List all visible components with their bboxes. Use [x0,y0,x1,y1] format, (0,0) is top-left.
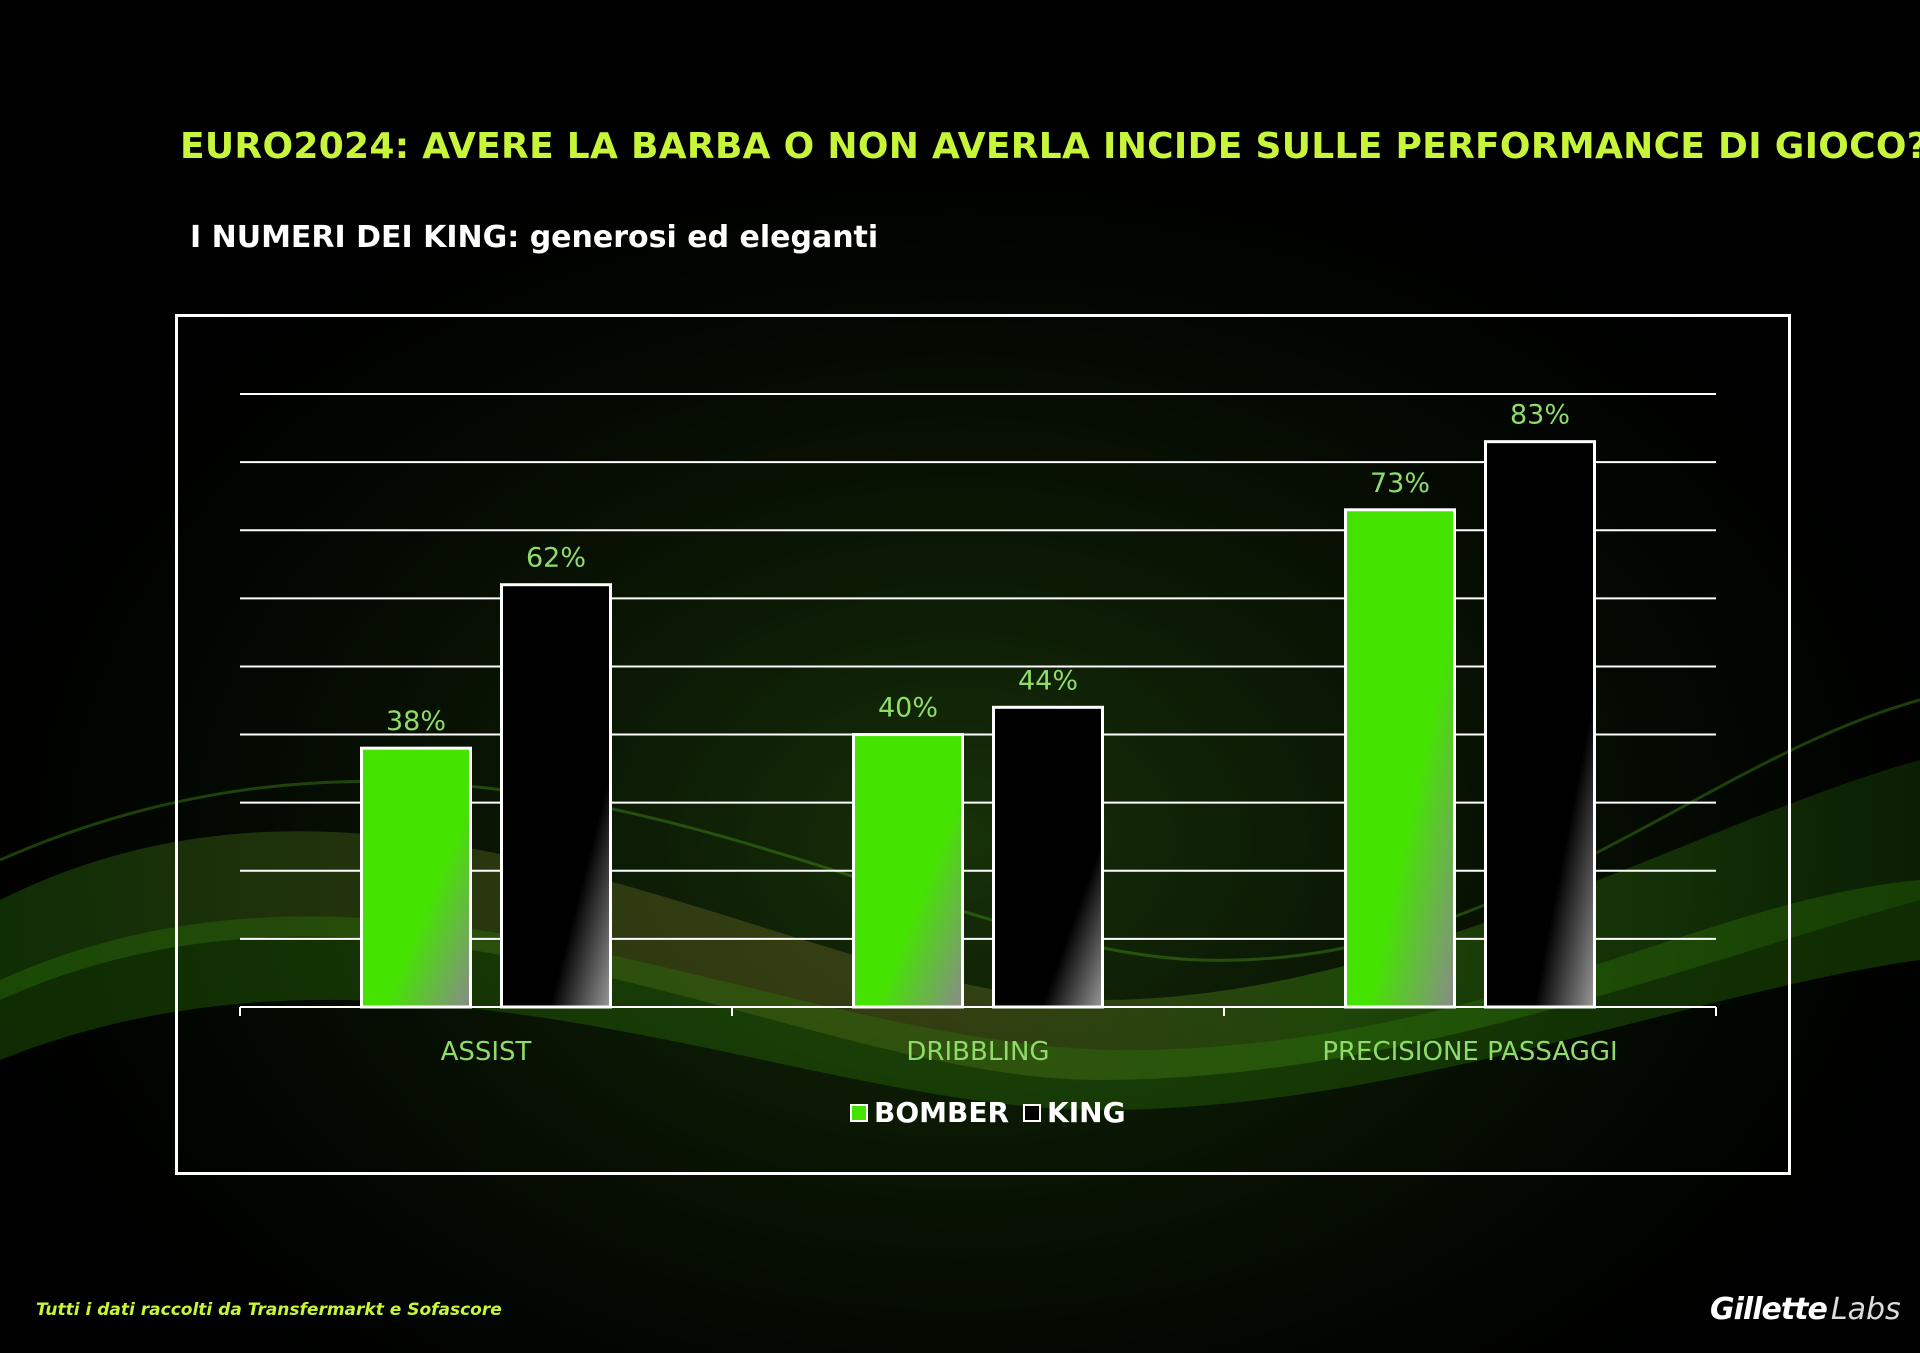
legend-item-bomber: BOMBER [850,1096,1009,1129]
page-title: EURO2024: AVERE LA BARBA O NON AVERLA IN… [180,126,1920,167]
legend-label-bomber: BOMBER [874,1096,1010,1129]
chart-frame [175,314,1791,1175]
logo-brand: Gillette [1710,1292,1828,1327]
data-label: 62% [526,543,586,574]
legend-label-king: KING [1047,1096,1126,1129]
logo-suffix: Labs [1830,1292,1901,1327]
legend-swatch-bomber [850,1103,868,1122]
data-label: 44% [1018,665,1078,696]
bar-king [1484,440,1596,1009]
chart-subtitle: I NUMERI DEI KING: generosi ed eleganti [190,220,879,255]
data-label: 73% [1370,468,1430,499]
data-label: 83% [1510,400,1570,431]
bar-bomber [360,746,472,1009]
source-footnote: Tutti i dati raccolti da Transfermarkt e… [36,1300,502,1320]
bar-bomber [1344,508,1456,1009]
x-tick-label: DRIBBLING [906,1037,1049,1067]
chart-legend: BOMBER KING [850,1096,1126,1129]
bar-bomber [852,733,964,1009]
bar-king [992,705,1104,1009]
data-label: 40% [878,693,938,724]
brand-logo: Gillette Labs [1710,1292,1901,1327]
data-label: 38% [386,706,446,737]
x-tick-label: ASSIST [441,1037,532,1067]
x-tick-label: PRECISIONE PASSAGGI [1322,1037,1617,1067]
legend-item-king: KING [1023,1096,1126,1129]
bar-king [500,583,612,1009]
legend-swatch-king [1023,1103,1042,1122]
